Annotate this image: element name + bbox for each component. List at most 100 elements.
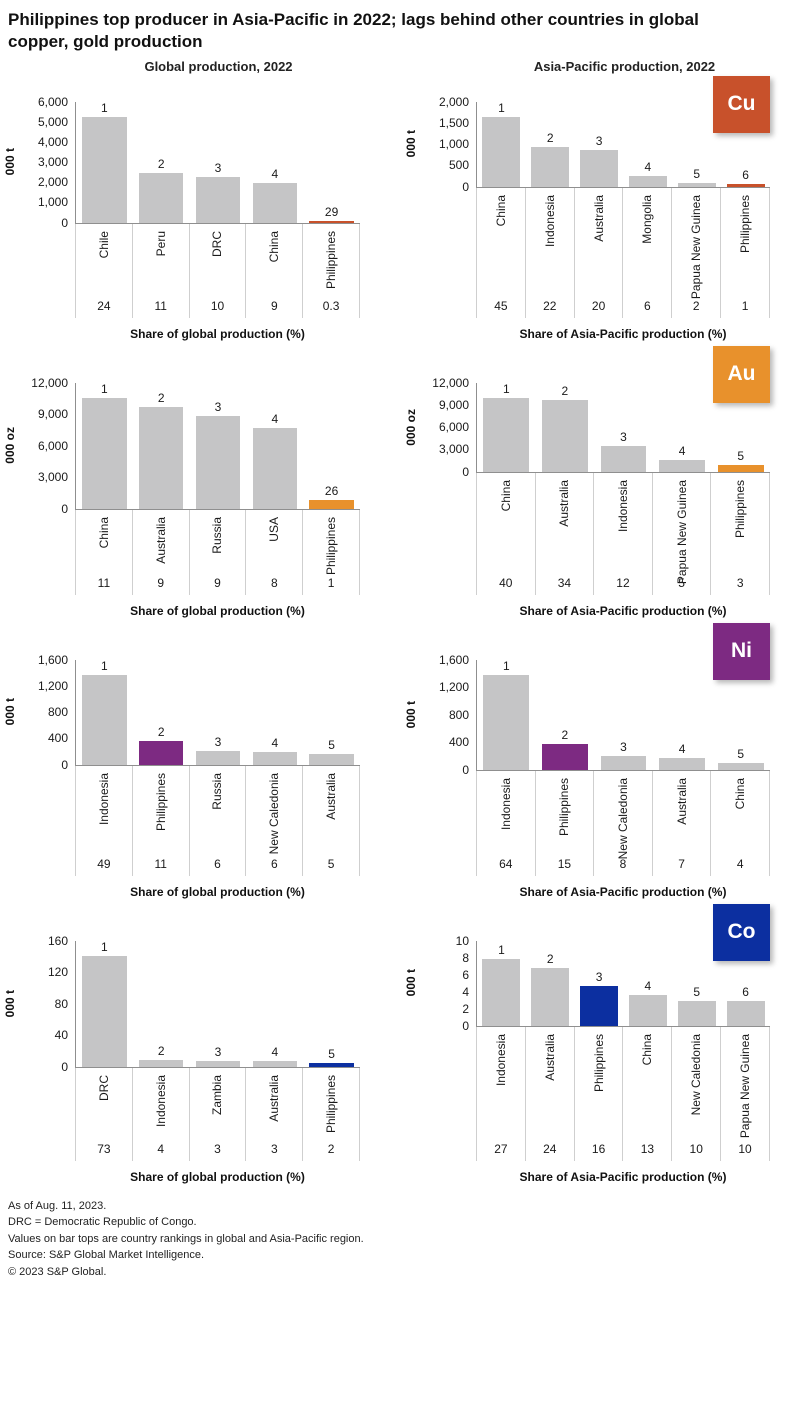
country-label: New Caledonia	[267, 772, 282, 854]
bar-rank-label: 3	[595, 970, 603, 985]
share-value: 3	[214, 1141, 221, 1156]
bar-indonesia	[482, 959, 521, 1026]
country-label: China	[733, 777, 748, 809]
category-cell: Russia 9	[188, 509, 246, 595]
bar-rank-label: 3	[214, 735, 222, 750]
category-cell: Papua New Guinea 2	[671, 187, 720, 318]
y-tick-label: 0	[61, 501, 68, 516]
y-axis-unit: 000 oz	[0, 383, 20, 509]
bar-slot: 3	[594, 383, 653, 472]
category-cell: DRC 10	[188, 223, 246, 318]
bar-philippines	[717, 465, 764, 472]
chart-copper-global: 000 t 0 1,000 2,000 3,000 4,000 5,000 6,000 1 2 3 4…	[0, 74, 393, 341]
bar-chile	[82, 116, 127, 223]
category-cells: DRC 73 Indonesia 4 Zambia 3 Australia 3 Philippi…	[75, 1066, 360, 1161]
category-cells: China 40 Australia 34 Indonesia 12 Papua New G…	[476, 471, 770, 595]
bar-new-caledonia	[252, 751, 297, 765]
category-cell: New Caledonia 6	[245, 765, 302, 876]
country-label: Philippines	[324, 516, 339, 575]
share-value: 8	[270, 575, 278, 590]
bar-rank-label: 4	[644, 159, 652, 174]
bar-rank-label: 5	[737, 449, 745, 464]
chart-row-nickel: 000 t 0 400 800 1,200 1,600 1 2 3 4 5 Indonesia 49 Ph…	[0, 618, 786, 899]
chart-cobalt-asia-pacific: 000 t 0 2 4 6 8 10 1 2 3 4 5 6 Indonesia 27 Australia 24…	[393, 899, 786, 1184]
chart-row-copper: 000 t 0 1,000 2,000 3,000 4,000 5,000 6,000 1 2 3 4…	[0, 74, 786, 341]
share-value: 6	[644, 298, 651, 313]
share-value: 20	[591, 298, 606, 313]
chart-row-gold: 000 oz 0 3,000 6,000 9,000 12,000 1 2 3 4 26 China 1…	[0, 341, 786, 618]
bar-indonesia	[139, 1060, 184, 1067]
bar-china	[482, 116, 521, 187]
y-axis-unit-label: 000 oz	[404, 408, 418, 446]
bar-rank-label: 4	[678, 742, 686, 757]
bar-rank-label: 3	[214, 1045, 222, 1059]
report-page: Philippines top producer in Asia-Pacific…	[0, 9, 786, 1280]
bar-rank-label: 5	[328, 1046, 335, 1061]
y-tick-label: 6	[462, 967, 469, 982]
bar-philippines	[309, 220, 354, 223]
category-cell: Philippines 15	[534, 770, 594, 876]
x-axis-label: Share of Asia-Pacific production (%)	[519, 326, 727, 341]
y-axis-unit-label: 000 t	[3, 989, 17, 1018]
bar-slot: 1	[76, 383, 133, 509]
y-tick-label: 3,000	[438, 442, 469, 457]
country-label: China	[493, 194, 508, 226]
y-tick-label: 400	[448, 735, 469, 749]
chart-gold-global: 000 oz 0 3,000 6,000 9,000 12,000 1 2 3 4 26 China 1…	[0, 341, 393, 618]
bar-rank-label: 1	[101, 658, 108, 673]
footnote-line: As of Aug. 11, 2023.	[8, 1199, 107, 1212]
bar-philippines	[309, 499, 354, 509]
y-axis-unit: 000 oz	[401, 383, 421, 472]
x-axis-label: Share of Asia-Pacific production (%)	[519, 884, 727, 899]
category-cell: Indonesia 49	[75, 765, 132, 876]
category-cell: Australia 7	[651, 770, 711, 876]
y-tick-label: 800	[448, 707, 469, 722]
metal-badge-cu: Cu	[713, 75, 770, 133]
chart-copper-asia-pacific: 000 t 0 500 1,000 1,500 2,000 1 2 3 4 5 6 China 45 Ind…	[393, 74, 786, 341]
y-axis-ticks: 0 1,000 2,000 3,000 4,000 5,000 6,000	[20, 96, 75, 229]
bar-slot: 1	[477, 383, 536, 472]
category-cell: Australia 5	[302, 765, 360, 876]
bar-rank-label: 4	[271, 167, 279, 182]
x-axis-label: Share of global production (%)	[130, 603, 305, 618]
share-value: 9	[270, 298, 278, 313]
y-tick-label: 80	[54, 996, 68, 1011]
share-value: 73	[97, 1141, 111, 1156]
bar-indonesia	[483, 674, 530, 770]
bar-australia	[531, 967, 570, 1026]
country-label: Philippines	[153, 772, 168, 831]
y-axis-unit: 000 t	[0, 941, 20, 1067]
share-value: 49	[97, 856, 111, 871]
share-value: 3	[736, 575, 744, 590]
category-cell: Indonesia 22	[524, 187, 574, 318]
share-value: 0.3	[322, 298, 340, 313]
category-cell: Zambia 3	[188, 1067, 246, 1161]
bar-slot: 4	[246, 660, 303, 765]
bar-rank-label: 1	[498, 943, 505, 958]
bar-australia	[252, 1061, 297, 1067]
bar-new-caledonia	[677, 1000, 716, 1026]
bar-rank-label: 2	[561, 728, 569, 743]
country-label: Zambia	[210, 1074, 225, 1115]
bar-drc	[82, 955, 127, 1067]
y-tick-label: 1,500	[438, 115, 469, 130]
y-tick-label: 0	[462, 762, 469, 777]
category-cell: New Caledonia 8	[593, 770, 652, 876]
y-tick-label: 800	[47, 705, 68, 719]
bar-papua-new-guinea	[677, 183, 716, 187]
country-label: China	[498, 479, 513, 511]
y-axis-ticks: 0 40 80 120 160	[20, 935, 75, 1073]
bar-australia	[139, 407, 184, 509]
bar-australia	[580, 150, 619, 187]
bar-philippines	[309, 1062, 354, 1067]
bar-zambia	[195, 1061, 241, 1067]
country-label: Indonesia	[96, 772, 111, 825]
category-cell: Indonesia 4	[131, 1067, 189, 1161]
y-tick-label: 1,000	[37, 195, 68, 210]
country-label: Philippines	[591, 1033, 606, 1092]
share-value: 27	[494, 1141, 508, 1156]
bar-slot: 3	[594, 660, 653, 770]
category-cell: Mongolia 6	[622, 187, 671, 318]
category-cell: New Caledonia 10	[671, 1026, 720, 1161]
share-value: 3	[270, 1141, 278, 1156]
